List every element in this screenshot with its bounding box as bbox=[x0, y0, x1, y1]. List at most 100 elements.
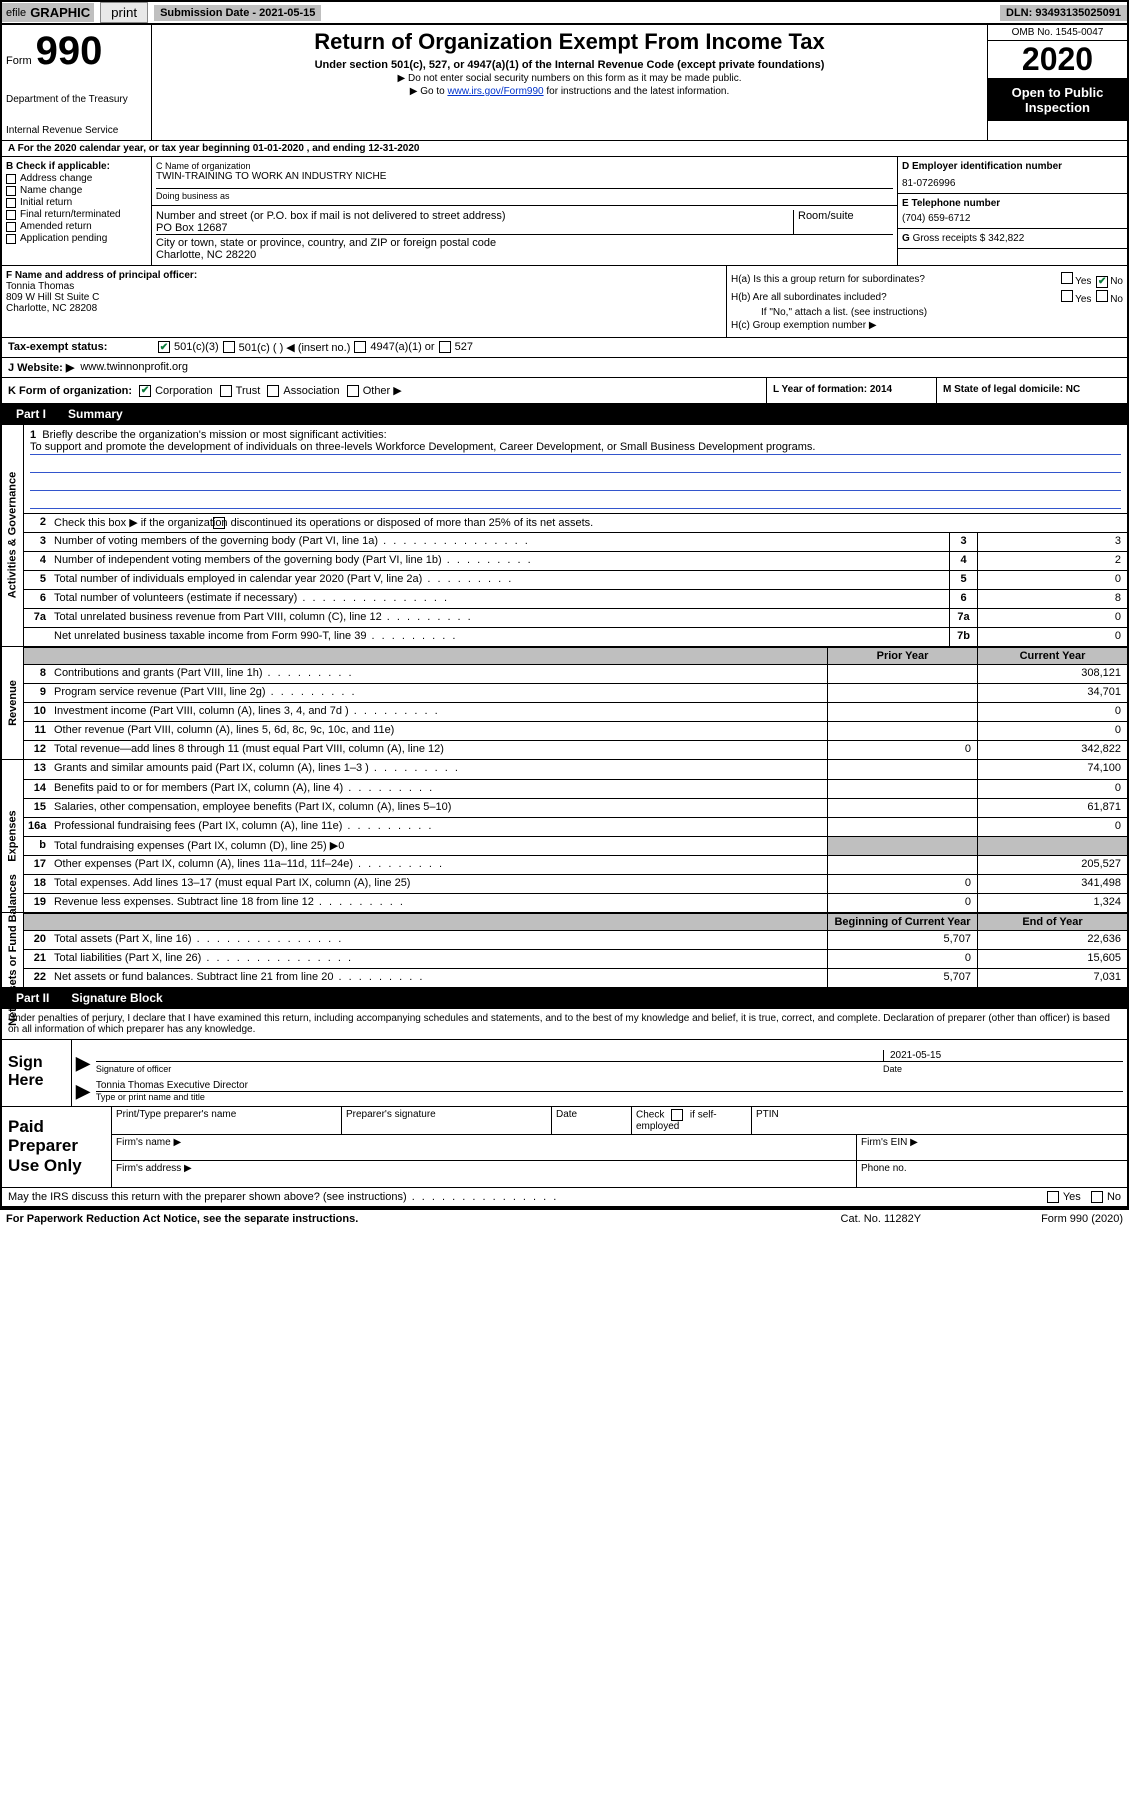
bal-headers: Beginning of Current YearEnd of Year bbox=[24, 913, 1127, 930]
hc-label: H(c) Group exemption number ▶ bbox=[731, 320, 877, 331]
mission-text: To support and promote the development o… bbox=[30, 441, 1121, 455]
header-mid: Return of Organization Exempt From Incom… bbox=[152, 25, 987, 140]
print-button[interactable]: print bbox=[100, 2, 148, 23]
line-12: 12Total revenue—add lines 8 through 11 (… bbox=[24, 740, 1127, 759]
checkbox-name-change[interactable] bbox=[6, 186, 16, 196]
officer-addr2: Charlotte, NC 28208 bbox=[6, 303, 722, 314]
line-5: 5Total number of individuals employed in… bbox=[24, 570, 1127, 589]
perjury-declaration: Under penalties of perjury, I declare th… bbox=[2, 1009, 1127, 1040]
side-ag: Activities & Governance bbox=[2, 425, 24, 646]
ptin-hdr: PTIN bbox=[752, 1107, 1127, 1134]
527-box[interactable] bbox=[439, 341, 451, 353]
graphic-text: GRAPHIC bbox=[30, 5, 90, 20]
sign-here-label: Sign Here bbox=[2, 1040, 72, 1106]
section-b-through-g: B Check if applicable: Address change Na… bbox=[2, 157, 1127, 266]
checkbox-initial[interactable] bbox=[6, 198, 16, 208]
line-7b: Net unrelated business taxable income fr… bbox=[24, 627, 1127, 646]
corp-box[interactable]: ✔ bbox=[139, 385, 151, 397]
hb-no-box[interactable] bbox=[1096, 290, 1108, 302]
part-1-header: Part I Summary bbox=[2, 404, 1127, 425]
part-2-header: Part II Signature Block bbox=[2, 988, 1127, 1009]
name-title-label: Type or print name and title bbox=[96, 1092, 1123, 1102]
section-f-h: F Name and address of principal officer:… bbox=[2, 266, 1127, 338]
line2-box[interactable] bbox=[213, 517, 225, 529]
c-name-label: C Name of organization bbox=[156, 161, 893, 171]
discuss-no-box[interactable] bbox=[1091, 1191, 1103, 1203]
form-subtitle: Under section 501(c), 527, or 4947(a)(1)… bbox=[158, 59, 981, 71]
sig-officer-label: Signature of officer bbox=[96, 1064, 883, 1074]
ha-yes-box[interactable] bbox=[1061, 272, 1073, 284]
paid-preparer-row: Paid Preparer Use Only Print/Type prepar… bbox=[2, 1107, 1127, 1188]
note2-pre: ▶ Go to bbox=[410, 86, 448, 97]
tax-exempt-label: Tax-exempt status: bbox=[8, 341, 148, 353]
ha-no-box[interactable]: ✔ bbox=[1096, 276, 1108, 288]
mission-label: Briefly describe the organization's miss… bbox=[42, 429, 386, 441]
other-box[interactable] bbox=[347, 385, 359, 397]
f-label: F Name and address of principal officer: bbox=[6, 270, 722, 281]
note-ssn: ▶ Do not enter social security numbers o… bbox=[158, 73, 981, 84]
trust-box[interactable] bbox=[220, 385, 232, 397]
paperwork-notice: For Paperwork Reduction Act Notice, see … bbox=[6, 1213, 841, 1225]
col-c: C Name of organization TWIN-TRAINING TO … bbox=[152, 157, 897, 265]
line-22: 22Net assets or fund balances. Subtract … bbox=[24, 968, 1127, 987]
officer-addr1: 809 W Hill St Suite C bbox=[6, 292, 722, 303]
line-16b: bTotal fundraising expenses (Part IX, co… bbox=[24, 836, 1127, 855]
mission-block: 1 Briefly describe the organization's mi… bbox=[24, 425, 1127, 513]
checkbox-pending[interactable] bbox=[6, 234, 16, 244]
gross-receipts: Gross receipts $ 342,822 bbox=[913, 233, 1025, 244]
k-label: K Form of organization: bbox=[8, 385, 132, 397]
line-13: 13Grants and similar amounts paid (Part … bbox=[24, 760, 1127, 779]
street-value: PO Box 12687 bbox=[156, 222, 793, 234]
self-employed-box[interactable] bbox=[671, 1109, 683, 1121]
mission-num: 1 bbox=[30, 429, 36, 441]
checkbox-amended[interactable] bbox=[6, 222, 16, 232]
col-d-e-g: D Employer identification number 81-0726… bbox=[897, 157, 1127, 265]
side-bal: Net Assets or Fund Balances bbox=[2, 913, 24, 987]
website-value: www.twinnonprofit.org bbox=[80, 361, 188, 373]
line-a-text: A For the 2020 calendar year, or tax yea… bbox=[8, 143, 419, 154]
hb-yes-box[interactable] bbox=[1061, 290, 1073, 302]
arrow-icon: ▶ bbox=[76, 1081, 90, 1102]
501c3-box[interactable]: ✔ bbox=[158, 341, 170, 353]
opt-initial: Initial return bbox=[20, 197, 72, 208]
top-bar: efile GRAPHIC print Submission Date - 20… bbox=[2, 2, 1127, 25]
rule-line bbox=[30, 457, 1121, 473]
l-col: L Year of formation: 2014 bbox=[767, 378, 937, 403]
opt-pending: Application pending bbox=[20, 233, 107, 244]
501c-box[interactable] bbox=[223, 341, 235, 353]
omb-number: OMB No. 1545-0047 bbox=[988, 25, 1127, 41]
tel-value: (704) 659-6712 bbox=[902, 213, 1123, 224]
m-col: M State of legal domicile: NC bbox=[937, 378, 1127, 403]
line-20: 20Total assets (Part X, line 16)5,70722,… bbox=[24, 930, 1127, 949]
city-value: Charlotte, NC 28220 bbox=[156, 249, 893, 261]
irs-link[interactable]: www.irs.gov/Form990 bbox=[447, 86, 543, 97]
sig-date: 2021-05-15 bbox=[883, 1050, 1123, 1061]
4947-box[interactable] bbox=[354, 341, 366, 353]
line-a: A For the 2020 calendar year, or tax yea… bbox=[2, 141, 1127, 157]
line-3: 3Number of voting members of the governi… bbox=[24, 532, 1127, 551]
efile-text: efile bbox=[6, 7, 26, 19]
dln: DLN: 93493135025091 bbox=[1000, 5, 1127, 21]
checkbox-final[interactable] bbox=[6, 210, 16, 220]
line-16a: 16aProfessional fundraising fees (Part I… bbox=[24, 817, 1127, 836]
preparer-name-hdr: Print/Type preparer's name bbox=[112, 1107, 342, 1134]
efile-badge: efile GRAPHIC bbox=[2, 3, 94, 22]
firm-address: Firm's address ▶ bbox=[112, 1161, 857, 1187]
ha-label: H(a) Is this a group return for subordin… bbox=[731, 274, 925, 285]
hb-label: H(b) Are all subordinates included? bbox=[731, 292, 887, 303]
line-17: 17Other expenses (Part IX, column (A), l… bbox=[24, 855, 1127, 874]
opt-final: Final return/terminated bbox=[20, 209, 121, 220]
dept-irs: Internal Revenue Service bbox=[6, 125, 147, 136]
assoc-box[interactable] bbox=[267, 385, 279, 397]
line-4: 4Number of independent voting members of… bbox=[24, 551, 1127, 570]
opt-name: Name change bbox=[20, 185, 82, 196]
discuss-yes-box[interactable] bbox=[1047, 1191, 1059, 1203]
line-9: 9Program service revenue (Part VIII, lin… bbox=[24, 683, 1127, 702]
paid-preparer-label: Paid Preparer Use Only bbox=[2, 1107, 112, 1187]
note2-post: for instructions and the latest informat… bbox=[544, 86, 730, 97]
dept-treasury: Department of the Treasury bbox=[6, 94, 147, 105]
rule-line bbox=[30, 475, 1121, 491]
net-assets-section: Net Assets or Fund Balances Beginning of… bbox=[2, 913, 1127, 988]
checkbox-address-change[interactable] bbox=[6, 174, 16, 184]
rule-line bbox=[30, 493, 1121, 509]
